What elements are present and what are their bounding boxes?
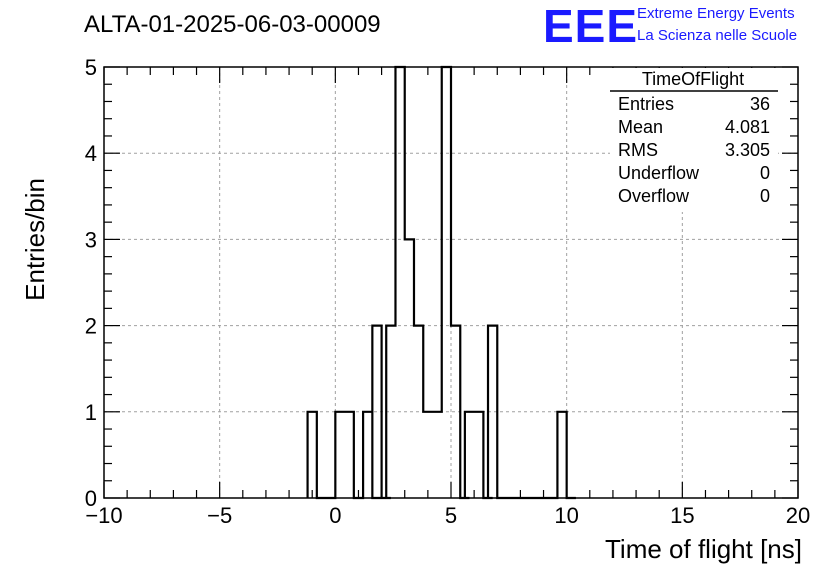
y-axis-label: Entries/bin [20, 178, 50, 301]
y-tick-label: 3 [85, 227, 97, 252]
x-tick-label: 20 [786, 503, 810, 528]
y-tick-label: 1 [85, 400, 97, 425]
brand-line-2: La Scienza nelle Scuole [637, 27, 797, 44]
x-tick-label: 15 [670, 503, 694, 528]
x-tick-label: −5 [207, 503, 232, 528]
plot-frame [103, 66, 799, 499]
brand-logo: EEE Extreme Energy Events La Scienza nel… [543, 0, 797, 52]
stats-box: TimeOfFlight Entries 36 Mean 4.081 RMS 3.305 U… [610, 68, 778, 212]
stats-title: TimeOfFlight [642, 69, 744, 89]
chart-title: ALTA-01-2025-06-03-00009 [84, 11, 381, 38]
stats-row-label: Underflow [618, 163, 700, 183]
y-tick-label: 4 [85, 141, 97, 166]
stats-box-background [610, 68, 778, 212]
stats-row-value: 4.081 [725, 117, 770, 137]
brand-line-1: Extreme Energy Events [637, 5, 795, 22]
stats-row-value: 0 [760, 163, 770, 183]
x-tick-labels: −10 −5 0 5 10 15 20 [85, 503, 810, 528]
x-axis-label: Time of flight [ns] [605, 534, 802, 564]
stats-rows: Entries 36 Mean 4.081 RMS 3.305 Underflow 0 Over… [618, 94, 770, 206]
stats-row-value: 36 [750, 94, 770, 114]
x-tick-label: −10 [85, 503, 122, 528]
y-tick-label: 5 [85, 55, 97, 80]
y-tick-label: 0 [85, 486, 97, 511]
stats-row-value: 0 [760, 186, 770, 206]
stats-row-value: 3.305 [725, 140, 770, 160]
x-tick-label: 10 [554, 503, 578, 528]
eee-logo-text: EEE [543, 0, 638, 52]
x-tick-label: 0 [329, 503, 341, 528]
x-tick-label: 5 [445, 503, 457, 528]
y-tick-label: 2 [85, 314, 97, 339]
stats-row-label: RMS [618, 140, 658, 160]
y-tick-labels: 0 1 2 3 4 5 [85, 55, 97, 511]
stats-row-label: Entries [618, 94, 674, 114]
stats-row-label: Overflow [618, 186, 690, 206]
histogram-outline [306, 65, 576, 500]
stats-row-label: Mean [618, 117, 663, 137]
